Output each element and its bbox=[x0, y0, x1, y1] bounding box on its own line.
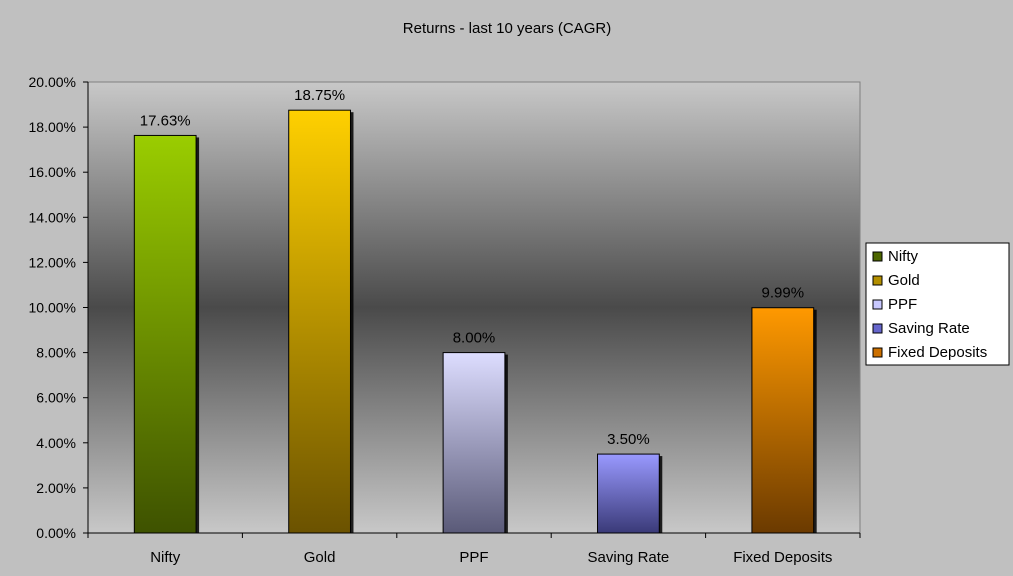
legend-swatch bbox=[872, 323, 883, 334]
legend-swatch bbox=[872, 251, 883, 262]
legend-label: PPF bbox=[888, 296, 917, 313]
bars: 17.63% 18.75% 8.00% 3.50% 9.99% bbox=[133, 87, 817, 534]
y-tick-label: 4.00% bbox=[36, 435, 76, 451]
legend: Nifty Gold PPF Saving Rate Fixed Deposits bbox=[865, 242, 1010, 366]
y-tick-label: 10.00% bbox=[29, 300, 76, 316]
x-axis: Nifty Gold PPF Saving Rate Fixed Deposits bbox=[87, 532, 861, 566]
legend-label: Saving Rate bbox=[888, 320, 970, 337]
y-tick-label: 0.00% bbox=[36, 525, 76, 541]
bar-gold bbox=[288, 109, 351, 534]
x-tick-label: Saving Rate bbox=[588, 549, 670, 566]
chart-title: Returns - last 10 years (CAGR) bbox=[403, 20, 611, 37]
legend-label: Fixed Deposits bbox=[888, 344, 987, 361]
x-tick-label: PPF bbox=[459, 549, 488, 566]
legend-label: Gold bbox=[888, 272, 920, 289]
y-tick-label: 14.00% bbox=[29, 209, 76, 225]
y-tick-label: 2.00% bbox=[36, 480, 76, 496]
data-label: 8.00% bbox=[453, 330, 496, 347]
data-label: 17.63% bbox=[140, 112, 191, 129]
data-label: 18.75% bbox=[294, 87, 345, 104]
y-tick-label: 18.00% bbox=[29, 119, 76, 135]
bar-fixed-deposits bbox=[751, 307, 815, 534]
x-tick-label: Gold bbox=[304, 549, 336, 566]
bar-nifty bbox=[133, 134, 197, 534]
bar-ppf bbox=[442, 352, 506, 534]
bar-saving-rate bbox=[597, 453, 660, 534]
y-tick-label: 8.00% bbox=[36, 345, 76, 361]
y-tick-label: 6.00% bbox=[36, 390, 76, 406]
y-tick-label: 20.00% bbox=[29, 74, 76, 90]
legend-label: Nifty bbox=[888, 248, 919, 265]
legend-swatch bbox=[872, 347, 883, 358]
data-label: 9.99% bbox=[762, 285, 805, 302]
legend-swatch bbox=[872, 299, 883, 310]
data-label: 3.50% bbox=[607, 431, 650, 448]
legend-swatch bbox=[872, 275, 883, 286]
y-tick-label: 16.00% bbox=[29, 164, 76, 180]
legend-box bbox=[865, 242, 1010, 366]
x-tick-label: Nifty bbox=[150, 549, 181, 566]
y-tick-label: 12.00% bbox=[29, 254, 76, 270]
x-tick-label: Fixed Deposits bbox=[733, 549, 832, 566]
y-axis: 0.00% 2.00% 4.00% 6.00% 8.00% 10.00% 12.00% 14.… bbox=[29, 74, 89, 541]
